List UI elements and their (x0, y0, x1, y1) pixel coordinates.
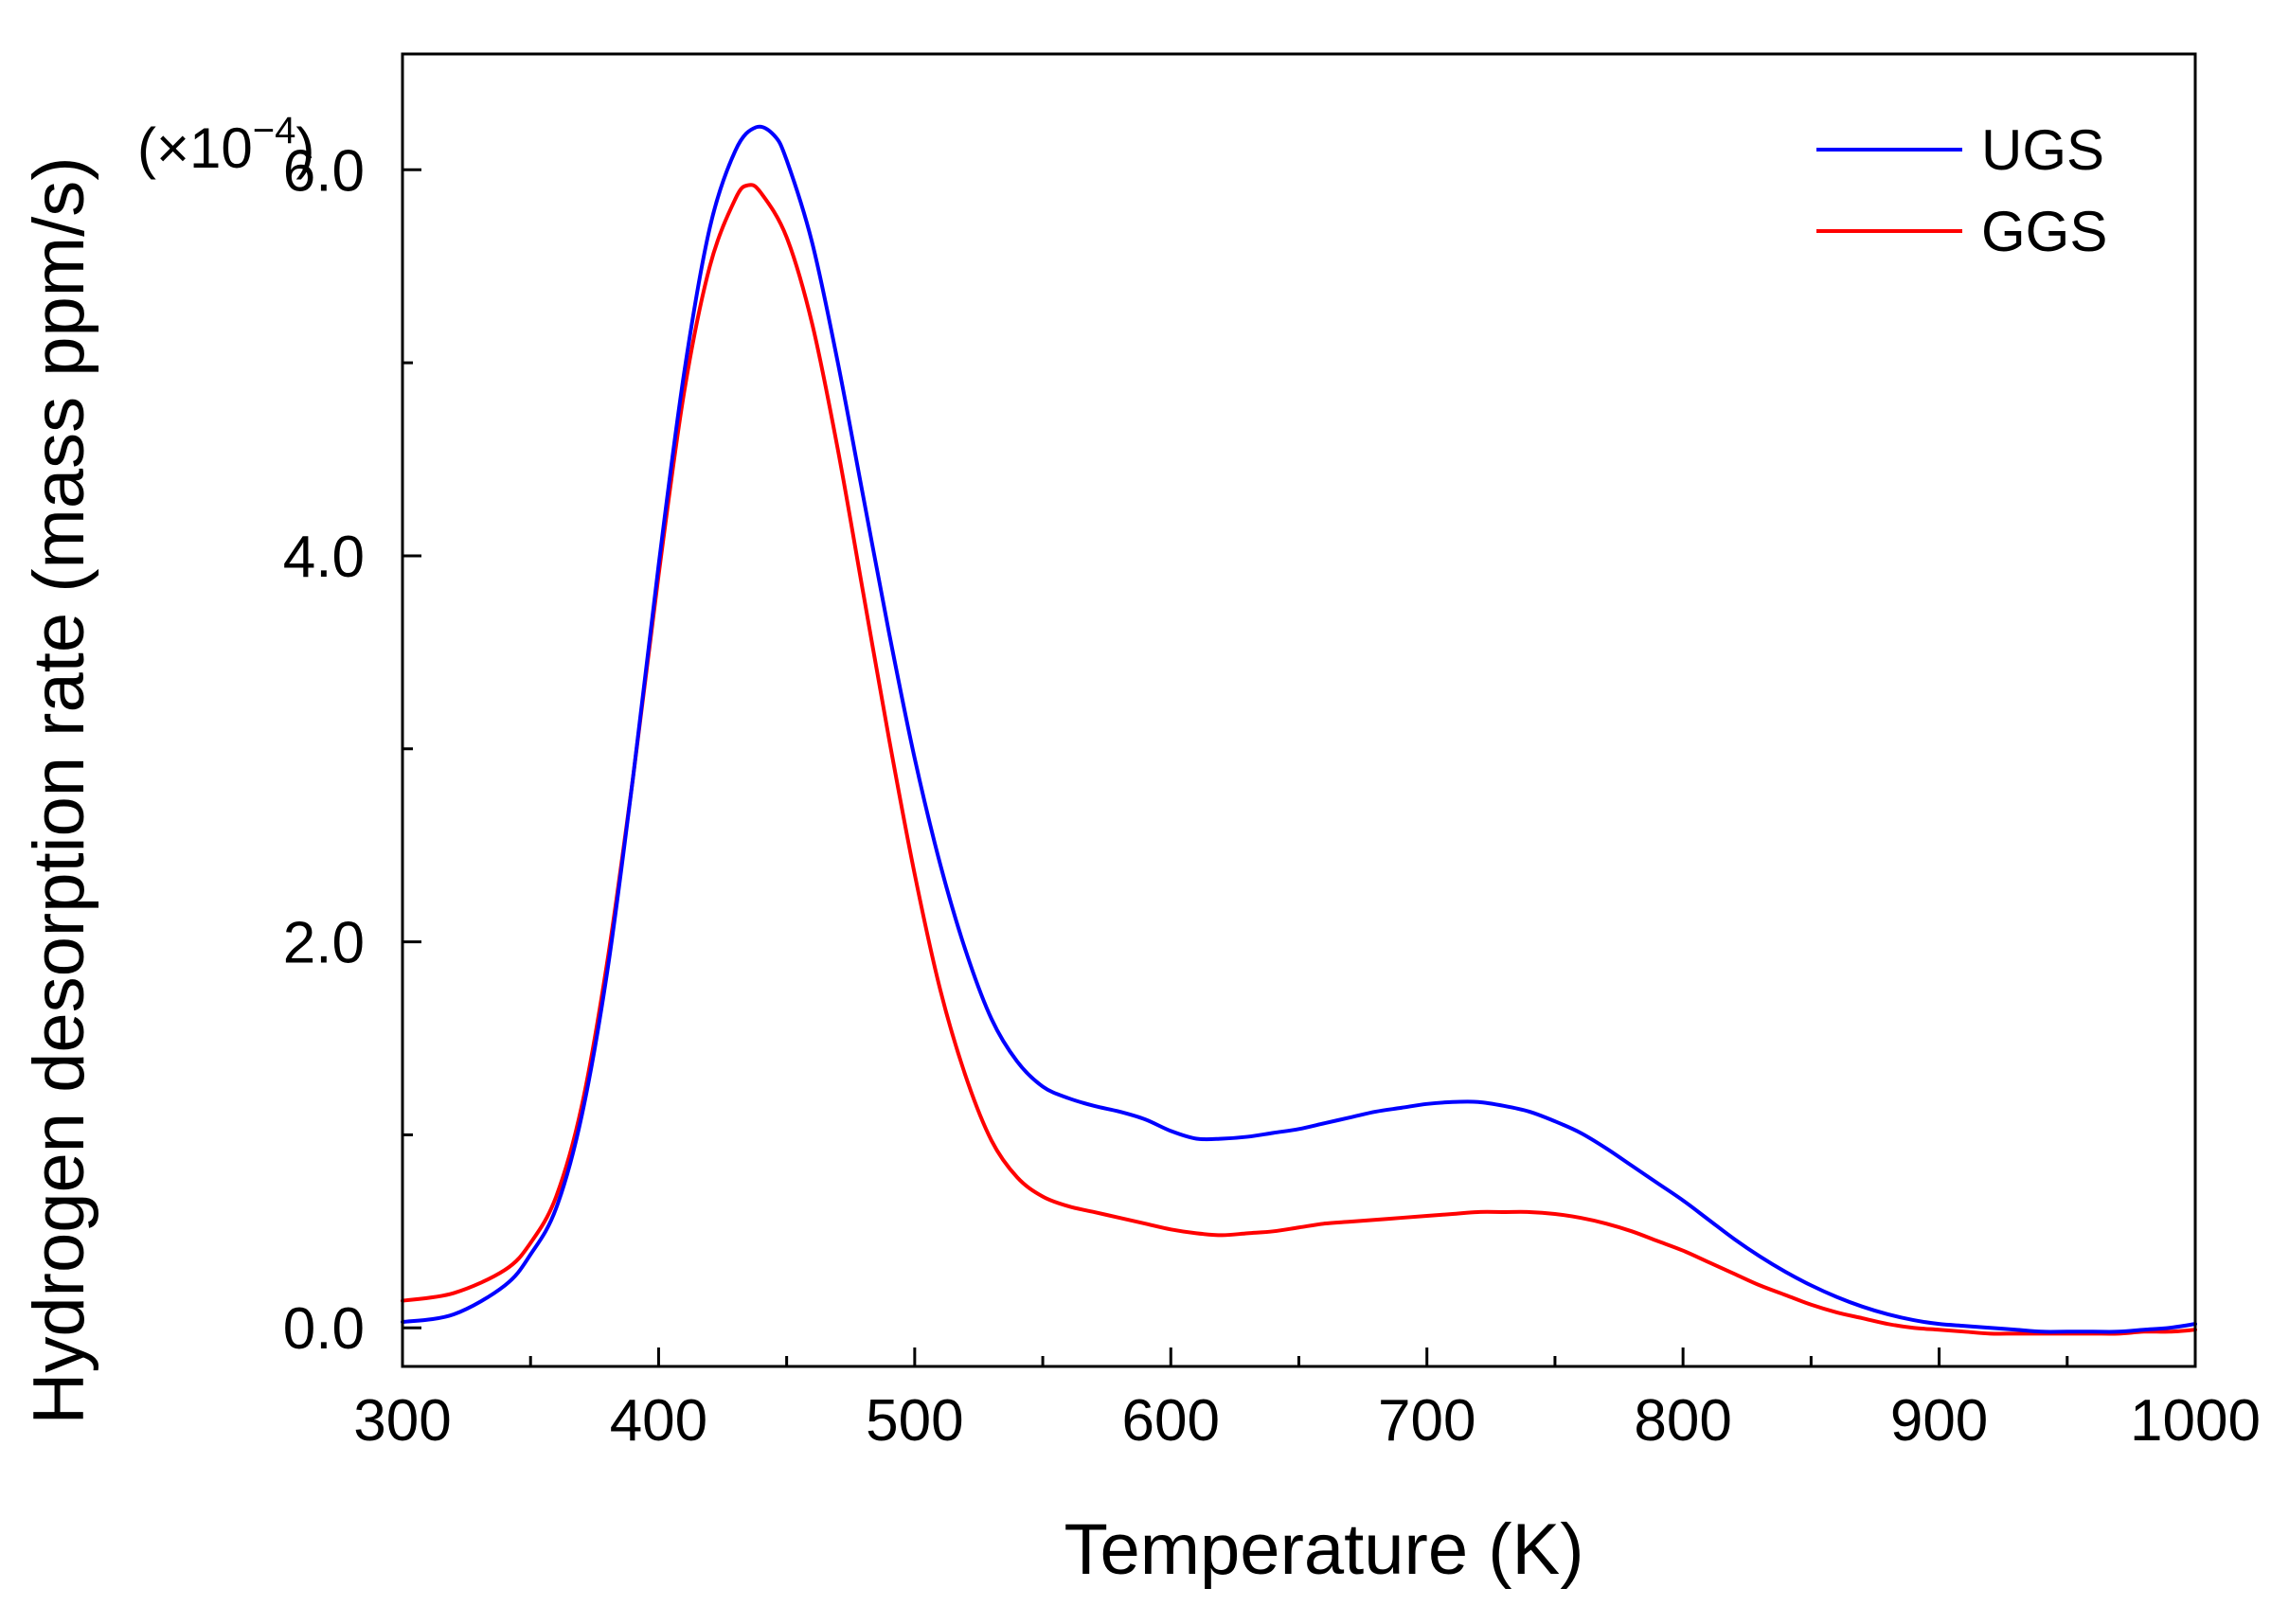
x-tick-label: 300 (353, 1388, 451, 1454)
y-axis-ticks: 0.0 2.0 4.0 6.0 (283, 138, 421, 1362)
y-axis-multiplier: (×10−4) (137, 110, 314, 180)
x-axis-ticks: 300 400 500 600 700 800 900 1000 (353, 1347, 2261, 1454)
x-tick-label: 500 (866, 1388, 963, 1454)
plot-frame (401, 52, 2197, 1368)
series-line-ggs (401, 183, 2197, 1336)
y-tick-label: 6.0 (283, 138, 365, 204)
x-tick-label: 600 (1122, 1388, 1220, 1454)
y-axis-title: Hydrogen desorption rate (mass ppm/s) (19, 156, 99, 1424)
y-tick-label: 2.0 (283, 911, 365, 976)
y-multiplier-base: (×10 (137, 116, 253, 180)
y-tick-label: 4.0 (283, 525, 365, 590)
legend-label-ggs: GGS (1981, 200, 2107, 263)
x-tick-label: 1000 (2130, 1388, 2261, 1454)
x-tick-label: 900 (1890, 1388, 1988, 1454)
y-multiplier-exponent: −4 (253, 110, 296, 152)
legend-label-ugs: UGS (1981, 118, 2104, 182)
y-tick-label: 0.0 (283, 1296, 365, 1362)
y-multiplier-close: ) (295, 116, 314, 180)
series-layer (401, 124, 2197, 1336)
x-tick-label: 400 (610, 1388, 707, 1454)
x-tick-label: 700 (1378, 1388, 1475, 1454)
series-line-ugs (401, 124, 2197, 1334)
x-axis-title: Temperature (K) (1064, 1509, 1583, 1590)
legend: UGS GGS (1816, 118, 2107, 263)
x-tick-label: 800 (1634, 1388, 1731, 1454)
